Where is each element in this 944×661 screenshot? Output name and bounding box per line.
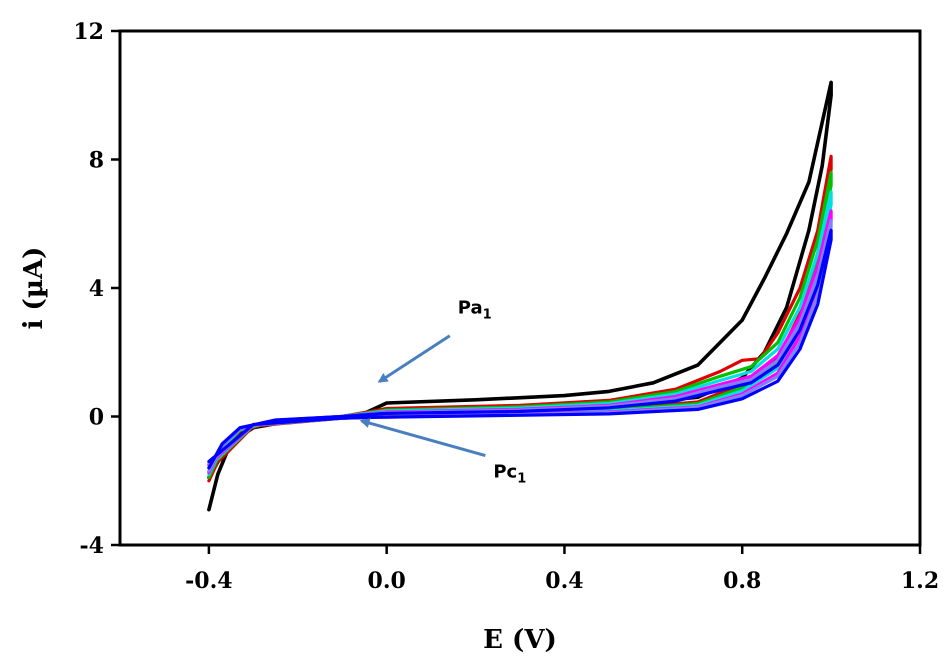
x-axis-title: E (V) bbox=[483, 625, 557, 655]
y-tick-label: -4 bbox=[80, 533, 104, 559]
y-tick-label: 8 bbox=[89, 148, 104, 174]
x-tick-label: 1.2 bbox=[901, 568, 939, 594]
x-tick-label: -0.4 bbox=[185, 568, 232, 594]
x-tick-label: 0.0 bbox=[368, 568, 406, 594]
series-line-7 bbox=[207, 228, 833, 470]
x-tick-label: 0.8 bbox=[723, 568, 761, 594]
annotation-label-pa1: Pa1 bbox=[458, 298, 492, 323]
annotation-layer: Pa1 Pc1 bbox=[359, 298, 526, 487]
y-tick-label: 0 bbox=[89, 405, 104, 431]
annotation-label-pc1: Pc1 bbox=[493, 462, 526, 487]
annotation-arrow-pc1 bbox=[359, 418, 486, 457]
series-line-1 bbox=[207, 80, 833, 512]
series-layer bbox=[207, 80, 833, 512]
series-line-4 bbox=[207, 190, 833, 476]
series-line-5 bbox=[207, 209, 833, 475]
y-tick-label: 4 bbox=[89, 276, 104, 302]
x-tick-label: 0.4 bbox=[545, 568, 583, 594]
series-line-2 bbox=[207, 154, 833, 483]
series-line-6 bbox=[207, 218, 833, 473]
annotation-arrow-pa1 bbox=[377, 334, 451, 383]
tick-layer: -0.4 0.0 0.4 0.8 1.2 -4 0 4 8 12 bbox=[73, 19, 939, 594]
y-axis-title: i (µA) bbox=[19, 247, 49, 330]
y-tick-label: 12 bbox=[73, 19, 104, 45]
